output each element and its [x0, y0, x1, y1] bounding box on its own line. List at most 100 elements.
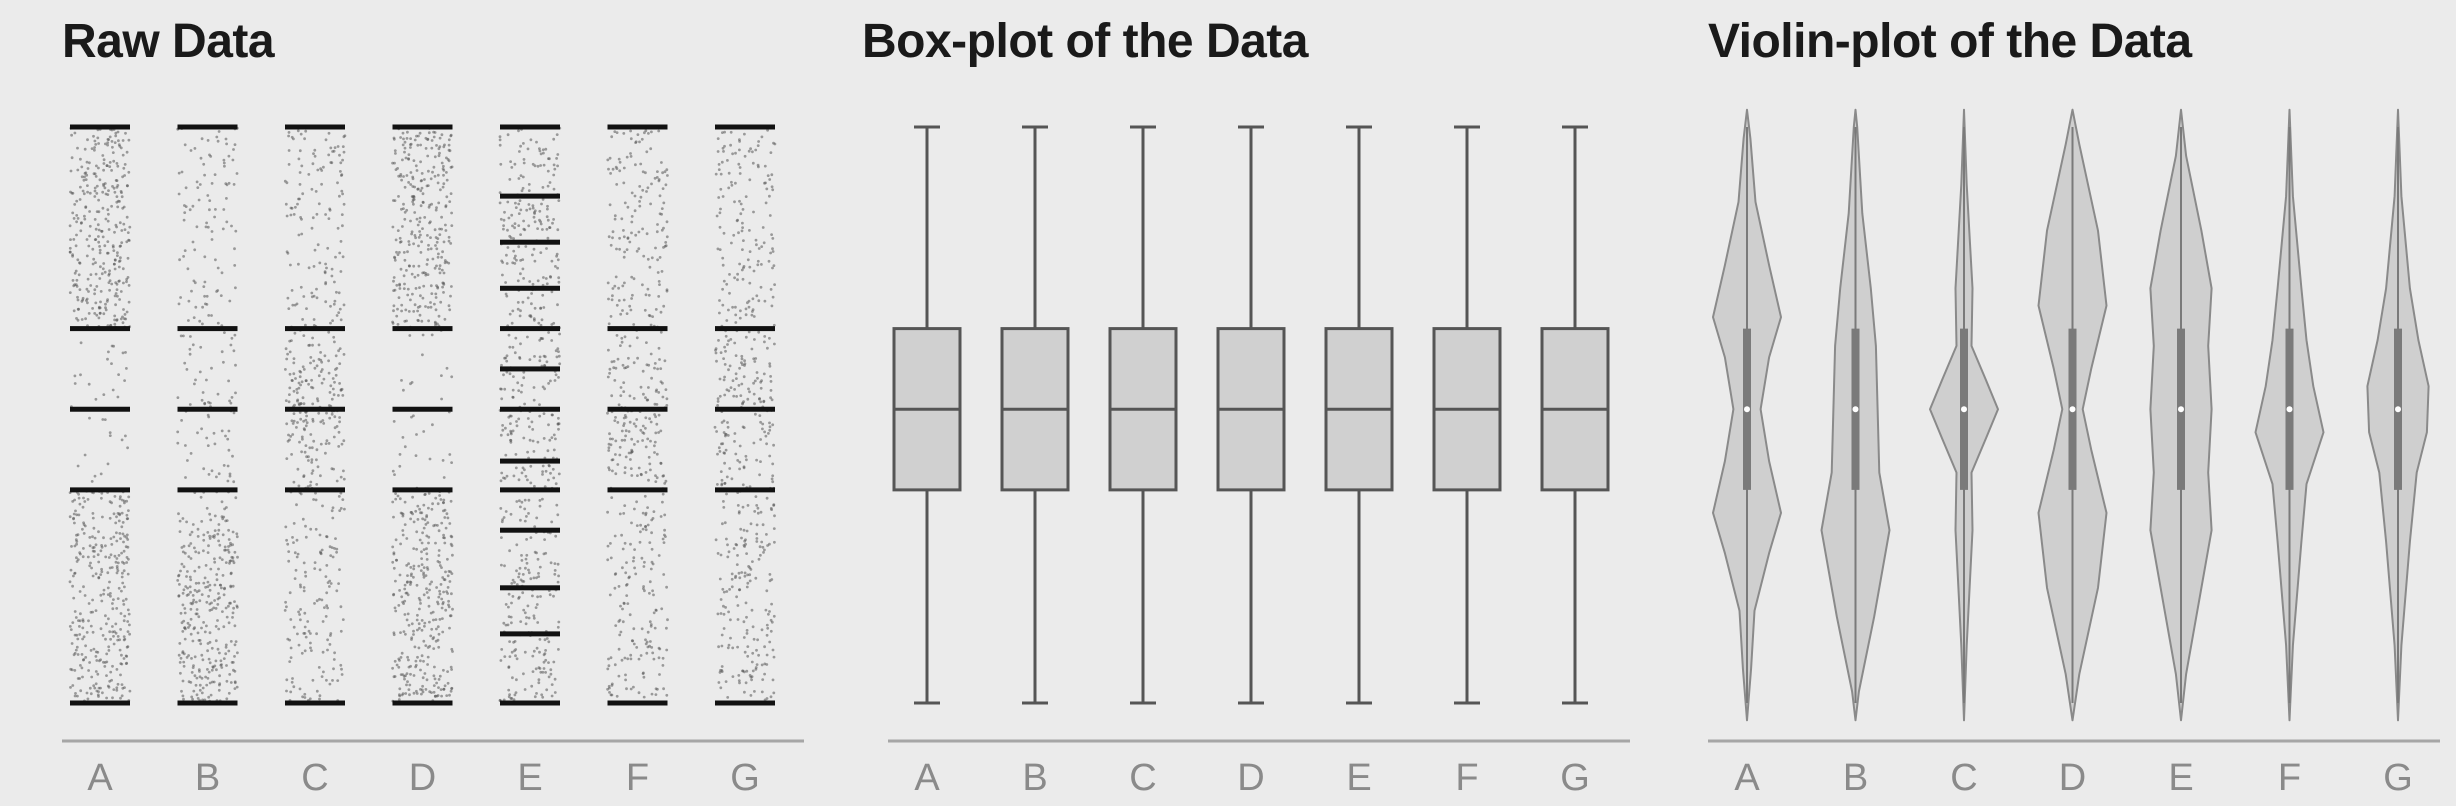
raw-data-point — [558, 332, 561, 336]
raw-data-point — [218, 556, 222, 560]
raw-data-point — [194, 581, 198, 585]
raw-data-point — [515, 583, 519, 586]
raw-data-point — [518, 314, 522, 318]
raw-data-point — [110, 169, 113, 172]
raw-data-point — [654, 693, 658, 696]
raw-data-point — [73, 633, 77, 637]
raw-data-point — [538, 209, 542, 213]
raw-data-point — [746, 645, 750, 648]
raw-data-point — [120, 694, 124, 698]
raw-data-point — [304, 574, 308, 578]
raw-data-point — [761, 523, 765, 527]
box-tick-label-a: A — [914, 757, 940, 799]
raw-data-point — [623, 438, 627, 442]
raw-data-point — [189, 617, 193, 621]
raw-data-point — [730, 585, 734, 589]
raw-data-point — [402, 630, 406, 633]
raw-data-point — [557, 648, 560, 651]
raw-data-point — [117, 554, 121, 557]
raw-data-point — [738, 467, 741, 471]
raw-data-point — [535, 551, 538, 555]
raw-data-point — [433, 302, 436, 306]
raw-data-point — [722, 604, 725, 608]
raw-data-point — [125, 240, 129, 244]
raw-data-point — [759, 510, 763, 514]
raw-data-point — [286, 296, 290, 300]
raw-data-point — [183, 249, 187, 253]
raw-data-point — [310, 378, 313, 382]
raw-data-point — [725, 319, 729, 322]
raw-data-point — [727, 339, 730, 343]
raw-data-point — [521, 258, 525, 261]
raw-data-point — [116, 254, 119, 257]
raw-data-point — [726, 425, 730, 429]
raw-data-point — [738, 460, 742, 464]
raw-data-point — [513, 693, 517, 697]
raw-data-point — [108, 161, 112, 164]
raw-data-point — [193, 382, 196, 386]
raw-data-point — [335, 425, 339, 428]
raw-data-point — [547, 382, 550, 385]
raw-data-point — [78, 502, 82, 506]
raw-data-point — [217, 688, 221, 692]
raw-data-point — [108, 269, 111, 273]
raw-data-point — [617, 674, 621, 678]
raw-data-point — [743, 154, 747, 158]
raw-data-point — [550, 290, 554, 294]
raw-data-point — [550, 683, 554, 686]
raw-data-point — [639, 428, 643, 432]
raw-data-point — [302, 334, 306, 337]
raw-data-point — [772, 527, 776, 530]
raw-data-point — [111, 602, 114, 605]
raw-data-point — [106, 240, 110, 244]
raw-data-point — [297, 233, 301, 237]
raw-data-point — [95, 164, 98, 168]
raw-data-point — [644, 171, 647, 175]
raw-data-point — [747, 387, 750, 391]
raw-data-point — [769, 251, 772, 255]
raw-data-point — [721, 522, 724, 526]
raw-data-point — [401, 514, 405, 518]
raw-data-point — [538, 504, 542, 508]
raw-data-point — [126, 509, 130, 512]
raw-data-point — [219, 294, 223, 297]
raw-data-point — [76, 168, 80, 172]
raw-data-point — [214, 625, 218, 628]
raw-data-point — [511, 578, 515, 582]
raw-data-point — [720, 644, 724, 648]
raw-data-point — [737, 510, 741, 513]
raw-data-point — [335, 547, 339, 551]
raw-data-point — [316, 397, 319, 401]
raw-data-point — [750, 675, 754, 678]
raw-data-point — [663, 170, 667, 174]
raw-data-point — [123, 534, 126, 538]
raw-data-point — [623, 656, 627, 660]
raw-data-point — [288, 386, 292, 390]
raw-data-point — [341, 394, 345, 397]
raw-data-point — [613, 130, 617, 134]
raw-data-point — [181, 591, 185, 595]
raw-data-point — [123, 228, 127, 232]
raw-data-point — [618, 169, 622, 173]
raw-data-point — [217, 627, 221, 631]
raw-data-point — [518, 566, 522, 570]
raw-data-point — [737, 571, 741, 575]
raw-data-point — [752, 315, 756, 318]
raw-data-point — [207, 670, 211, 674]
raw-data-point — [753, 360, 757, 363]
raw-data-point — [756, 511, 760, 515]
raw-data-point — [438, 267, 441, 271]
raw-data-point — [338, 153, 341, 157]
raw-data-point — [397, 195, 400, 198]
raw-data-point — [727, 171, 731, 175]
raw-data-point — [420, 550, 423, 554]
raw-data-point — [332, 667, 335, 671]
raw-data-point — [334, 373, 338, 377]
raw-data-point — [116, 184, 120, 187]
raw-data-point — [639, 654, 643, 657]
raw-data-point — [192, 316, 196, 319]
raw-data-point — [82, 496, 85, 500]
raw-data-point — [100, 544, 103, 547]
raw-data-point — [760, 263, 763, 266]
raw-data-point — [747, 330, 751, 334]
